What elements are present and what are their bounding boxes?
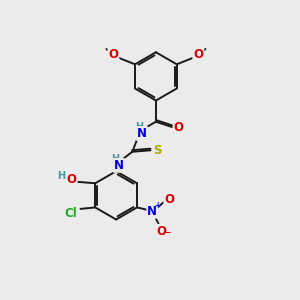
Text: O: O — [67, 173, 77, 186]
Text: N: N — [137, 127, 147, 140]
Text: O: O — [109, 48, 118, 61]
Text: H: H — [111, 154, 119, 164]
Text: O: O — [156, 225, 166, 238]
Text: S: S — [153, 144, 161, 157]
Text: Cl: Cl — [64, 207, 77, 220]
Text: O: O — [193, 48, 203, 61]
Text: H: H — [58, 171, 66, 181]
Text: H: H — [135, 122, 143, 132]
Text: O: O — [174, 121, 184, 134]
Text: O: O — [164, 193, 174, 206]
Text: N: N — [114, 159, 124, 172]
Text: N: N — [147, 205, 158, 218]
Text: −: − — [163, 228, 171, 237]
Text: +: + — [154, 201, 161, 210]
